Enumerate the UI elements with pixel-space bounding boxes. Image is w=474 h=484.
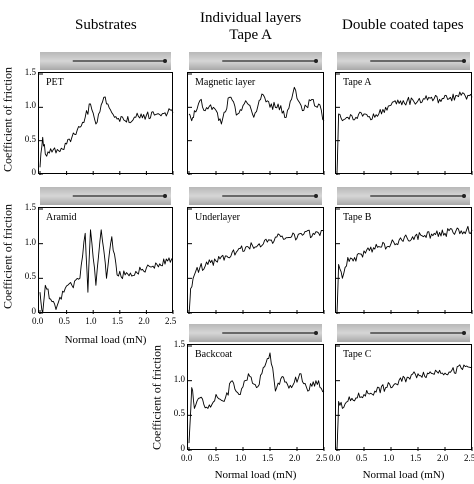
micrograph-strip <box>337 187 470 205</box>
x-axis-label: Normal load (mN) <box>214 469 297 481</box>
y-tick-label: 1.5 <box>24 202 36 212</box>
wear-track-end <box>163 194 167 198</box>
x-axis-label: Normal load (mN) <box>362 469 445 481</box>
y-tick-label: 1.0 <box>173 373 185 384</box>
plot-backcoat <box>188 345 325 451</box>
x-tick-label: 0.5 <box>58 316 70 326</box>
plot-aramid <box>39 208 174 314</box>
friction-trace-tapeC <box>336 364 473 451</box>
micrograph-strip <box>337 52 470 70</box>
plot-panel-tape-a: Tape A <box>335 72 473 175</box>
y-axis-label: Coefficient of friction <box>0 66 15 173</box>
y-axis-label: Coefficient of friction <box>0 203 15 310</box>
wear-track-end <box>462 331 466 335</box>
x-tick-labels: 0.0 0.5 1.0 1.5 2.0 2.5 <box>32 316 177 328</box>
friction-trace-underlayer <box>188 229 325 314</box>
header-individual-line1: Individual layers <box>200 10 302 26</box>
header-individual-line2: Tape A <box>229 27 272 43</box>
y-tick-label: 1.5 <box>24 67 36 77</box>
y-tick-label: 0.5 <box>24 271 36 282</box>
panel-title: PET <box>46 77 64 88</box>
y-tick-label: 1.0 <box>24 236 36 247</box>
y-tick-labels: 0 0.5 1.0 1.5 <box>20 202 37 316</box>
micrograph-strip <box>40 187 171 205</box>
x-tick-label: 0.5 <box>356 453 368 463</box>
friction-trace-magnetic <box>188 86 325 125</box>
x-tick-label: 2.5 <box>165 316 177 326</box>
y-axis-label: Coefficient of friction <box>149 344 164 451</box>
plot-panel-underlayer: Underlayer <box>187 207 325 314</box>
friction-trace-backcoat <box>188 352 325 444</box>
panel-title: Magnetic layer <box>195 77 256 88</box>
x-tick-label: 2.0 <box>437 453 449 463</box>
micrograph-strip <box>189 187 322 205</box>
y-tick-label: 1.5 <box>173 339 185 349</box>
plot-panel-pet: PET <box>38 72 174 175</box>
plot-panel-aramid: Aramid <box>38 207 174 314</box>
x-tick-label: 1.5 <box>111 316 124 326</box>
panel-title: Backcoat <box>195 349 233 360</box>
x-tick-label: 2.0 <box>138 316 150 326</box>
header-individual-layers: Individual layers Tape A <box>200 10 301 44</box>
friction-trace-tapeA <box>336 91 473 175</box>
x-tick-labels: 0.0 0.5 1.0 1.5 2.0 2.5 <box>181 453 328 465</box>
friction-trace-aramid <box>39 229 174 314</box>
x-tick-label: 0.0 <box>329 453 341 463</box>
plot-tapeC <box>336 345 473 451</box>
panel-title: Underlayer <box>195 212 240 223</box>
plot-tapeB <box>336 208 473 314</box>
x-tick-label: 1.0 <box>85 316 97 326</box>
x-tick-label: 1.0 <box>383 453 395 463</box>
micrograph-strip <box>189 52 322 70</box>
wear-track-end <box>462 194 466 198</box>
x-tick-label: 1.5 <box>262 453 274 463</box>
x-tick-label: 1.0 <box>235 453 247 463</box>
x-axis-label: Normal load (mN) <box>64 334 147 346</box>
panel-title: Tape C <box>343 349 372 360</box>
plot-magnetic <box>188 73 325 175</box>
wear-track-end <box>314 59 318 63</box>
panel-title: Tape A <box>343 77 372 88</box>
friction-trace-pet <box>39 96 174 168</box>
plot-tapeA <box>336 73 473 175</box>
x-tick-label: 2.5 <box>464 453 474 463</box>
wear-track-end <box>163 59 167 63</box>
wear-track-end <box>314 194 318 198</box>
plot-panel-tape-c: Tape C <box>335 344 473 451</box>
wear-track-end <box>314 331 318 335</box>
micrograph-strip <box>189 324 322 342</box>
header-substrates: Substrates <box>75 17 137 33</box>
y-tick-label: 0 <box>180 443 186 453</box>
y-tick-label: 0 <box>31 167 37 177</box>
y-tick-label: 0 <box>31 306 37 316</box>
y-tick-label: 0.5 <box>24 133 36 144</box>
panel-title: Tape B <box>343 212 372 223</box>
micrograph-strip <box>40 52 171 70</box>
x-tick-label: 0.0 <box>32 316 44 326</box>
plot-underlayer <box>188 208 325 314</box>
plot-pet <box>39 73 174 175</box>
y-tick-labels: 0 0.5 1.0 1.5 <box>169 339 186 453</box>
x-tick-labels: 0.0 0.5 1.0 1.5 2.0 2.5 <box>329 453 474 465</box>
x-tick-label: 0.5 <box>208 453 220 463</box>
x-tick-label: 2.5 <box>316 453 328 463</box>
y-tick-label: 1.0 <box>24 100 36 111</box>
micrograph-strip <box>337 324 470 342</box>
wear-track-end <box>462 59 466 63</box>
y-tick-label: 0.5 <box>173 408 185 419</box>
y-tick-labels: 0 0.5 1.0 1.5 <box>20 67 37 177</box>
panel-title: Aramid <box>46 212 77 223</box>
plot-panel-backcoat: Backcoat <box>187 344 325 451</box>
plot-panel-tape-b: Tape B <box>335 207 473 314</box>
x-tick-label: 0.0 <box>181 453 193 463</box>
x-tick-label: 2.0 <box>289 453 301 463</box>
header-double-coated: Double coated tapes <box>342 17 464 33</box>
plot-panel-magnetic-layer: Magnetic layer <box>187 72 325 175</box>
x-tick-label: 1.5 <box>410 453 422 463</box>
friction-trace-tapeB <box>336 225 473 314</box>
